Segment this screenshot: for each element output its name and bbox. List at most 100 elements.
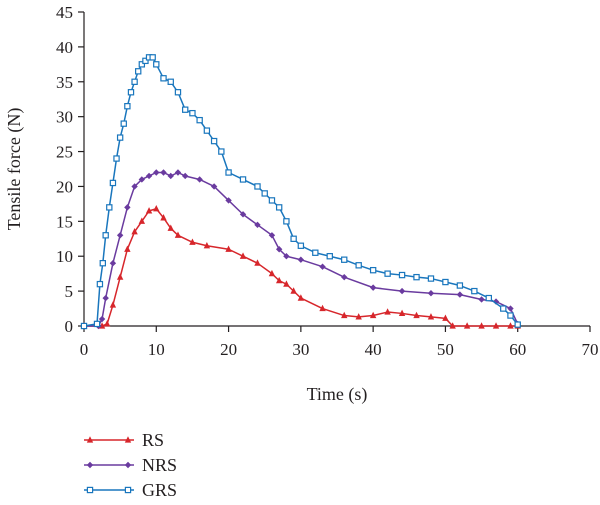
legend: RS NRS GRS (84, 430, 177, 500)
data-point-rs (319, 304, 326, 312)
data-point-rs (369, 311, 377, 319)
legend-label-grs: GRS (142, 480, 177, 500)
data-point-grs (218, 148, 225, 155)
data-point-rs (463, 322, 471, 329)
data-point-rs (275, 276, 283, 284)
data-point-nrs (138, 176, 146, 183)
series-nrs (80, 169, 521, 330)
data-point-nrs (145, 172, 153, 180)
data-point-rs (131, 228, 138, 235)
data-point-rs (109, 301, 117, 308)
data-point-nrs (319, 263, 326, 270)
data-point-nrs (507, 305, 514, 312)
legend-label-nrs: NRS (142, 455, 177, 475)
data-point-grs (384, 270, 391, 277)
x-tick-label: 20 (220, 340, 237, 359)
data-point-grs (341, 256, 348, 263)
data-point-grs (290, 235, 297, 242)
data-point-grs (261, 190, 268, 197)
data-point-nrs (182, 172, 189, 180)
data-point-grs (239, 176, 247, 183)
x-tick-label: 10 (148, 340, 165, 359)
series-layer (80, 54, 521, 330)
y-tick-label: 5 (65, 282, 74, 301)
tick-group: 0 10 20 30 40 50 60 70 0 5 10 15 20 25 30 35 40 45 (56, 3, 599, 359)
x-tick-label: 0 (80, 340, 89, 359)
data-point-grs (369, 266, 377, 274)
data-point-grs (283, 218, 290, 225)
data-point-nrs (239, 211, 247, 218)
data-point-grs (182, 106, 189, 113)
data-point-rs (145, 207, 153, 214)
data-point-grs (116, 134, 124, 141)
legend-item-grs: GRS (84, 480, 177, 500)
data-point-rs (478, 322, 485, 329)
x-tick-label: 30 (292, 340, 309, 359)
data-point-grs (124, 102, 131, 110)
data-point-grs (297, 242, 305, 249)
data-point-rs (254, 259, 261, 266)
data-point-grs (93, 320, 101, 328)
data-point-rs (138, 217, 146, 224)
series-line-rs (84, 208, 518, 327)
y-axis-title: Tensile force (N) (4, 108, 25, 231)
data-point-grs (507, 312, 514, 319)
data-point-grs (210, 137, 218, 145)
data-point-grs (203, 127, 211, 134)
data-point-rs (384, 308, 391, 315)
data-point-nrs (254, 221, 261, 229)
data-point-grs (96, 280, 104, 288)
axes (83, 12, 590, 327)
data-point-grs (138, 61, 146, 68)
data-point-grs (99, 260, 106, 267)
data-point-rs (341, 311, 348, 319)
data-point-grs (142, 57, 149, 65)
data-point-rs (427, 313, 435, 320)
data-point-grs (102, 232, 109, 239)
data-point-grs (413, 273, 420, 281)
data-point-rs (116, 273, 124, 280)
data-point-grs (167, 78, 174, 85)
data-point-rs (355, 313, 362, 320)
data-point-nrs (109, 260, 117, 267)
data-point-nrs (297, 256, 305, 263)
data-point-nrs (131, 183, 138, 190)
series-line-nrs (84, 171, 519, 327)
data-point-grs (355, 262, 362, 269)
data-point-grs (131, 78, 138, 85)
data-point-nrs (116, 232, 124, 239)
data-point-rs (225, 245, 232, 252)
x-axis-title: Time (s) (307, 384, 368, 405)
data-point-rs (268, 269, 276, 277)
data-point-rs (124, 245, 131, 252)
data-point-rs (442, 314, 449, 321)
data-point-nrs (492, 298, 500, 305)
y-tick-label: 0 (65, 317, 74, 336)
data-point-grs (225, 169, 232, 176)
data-point-grs (120, 120, 127, 127)
data-point-nrs (427, 290, 435, 297)
data-point-grs (135, 68, 142, 75)
y-tick-label: 20 (56, 177, 73, 196)
data-point-grs (275, 204, 283, 211)
data-point-rs (398, 309, 406, 317)
series-grs (80, 54, 521, 330)
data-point-grs (109, 179, 117, 187)
legend-marker (86, 461, 94, 469)
data-point-nrs (102, 294, 109, 302)
data-point-nrs (456, 291, 464, 298)
data-point-nrs (210, 183, 218, 190)
x-tick-label: 70 (582, 340, 599, 359)
data-point-rs (507, 322, 514, 329)
data-point-nrs (196, 176, 203, 183)
data-point-grs (196, 116, 203, 124)
data-point-rs (297, 294, 305, 301)
data-point-grs (500, 305, 507, 312)
data-point-nrs (225, 197, 232, 204)
data-point-rs (203, 241, 211, 249)
data-point-nrs (478, 296, 485, 303)
data-point-nrs (167, 172, 174, 180)
data-point-grs (113, 155, 120, 162)
legend-item-rs: RS (84, 430, 164, 450)
